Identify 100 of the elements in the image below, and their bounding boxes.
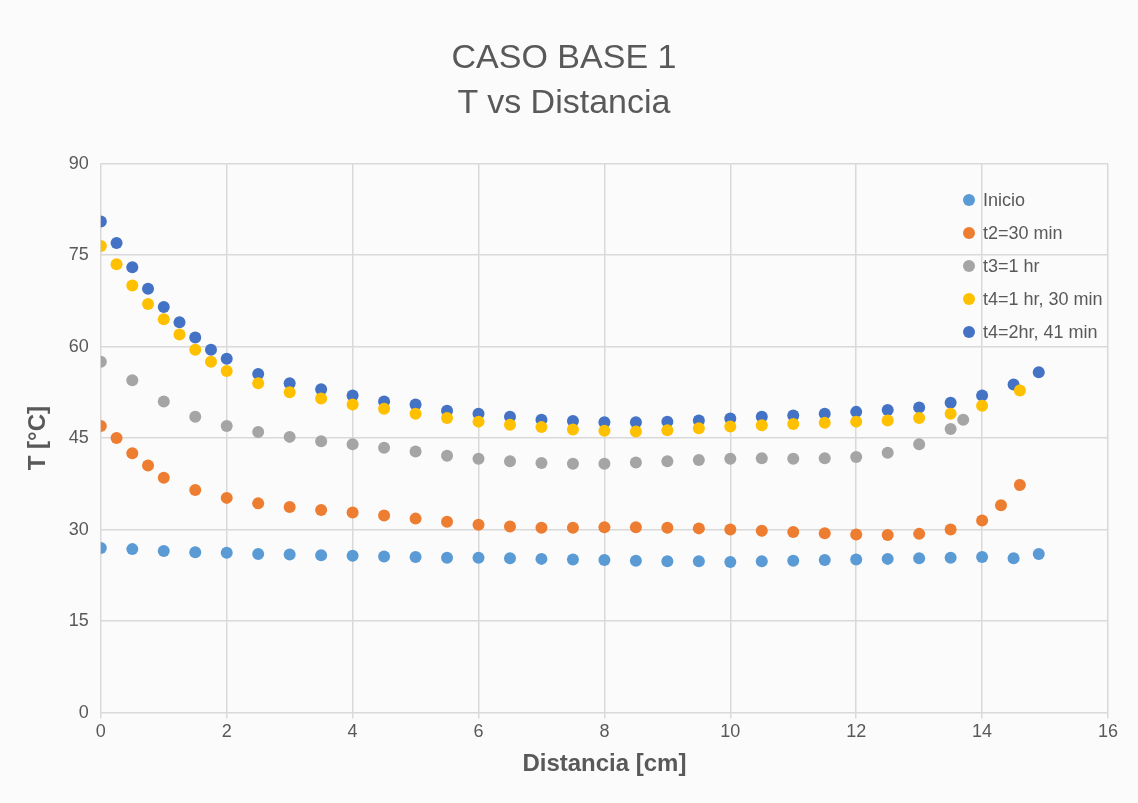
y-axis-title: T [°C]: [23, 405, 51, 471]
point: [441, 551, 454, 564]
point: [189, 331, 202, 344]
point: [692, 422, 705, 435]
point: [110, 258, 123, 271]
x-tick-label: 6: [473, 721, 484, 742]
legend-label: t4=2hr, 41 min: [983, 321, 1098, 343]
y-tick-label: 90: [68, 152, 89, 173]
point: [1007, 552, 1020, 565]
point: [252, 548, 265, 560]
point: [661, 555, 674, 568]
point: [913, 527, 926, 540]
point: [220, 352, 233, 365]
point: [346, 506, 359, 519]
point: [724, 420, 737, 433]
point: [535, 521, 548, 534]
point: [283, 430, 296, 443]
point: [598, 424, 611, 437]
x-tick-label: 10: [720, 721, 741, 742]
point: [755, 452, 768, 465]
y-tick-label: 75: [68, 244, 89, 265]
point: [378, 441, 391, 454]
point: [661, 455, 674, 468]
point: [1032, 548, 1045, 560]
point: [566, 457, 579, 470]
point: [315, 504, 328, 517]
point: [881, 552, 894, 565]
point: [661, 521, 674, 534]
point: [189, 343, 202, 356]
point: [283, 386, 296, 399]
point: [787, 452, 800, 465]
point: [957, 413, 970, 426]
point: [944, 523, 957, 536]
point: [913, 552, 926, 565]
point: [472, 415, 485, 428]
point: [142, 459, 155, 472]
point: [441, 411, 454, 424]
point: [913, 438, 926, 451]
point: [755, 524, 768, 537]
point: [629, 425, 642, 438]
point: [818, 554, 831, 567]
point: [598, 554, 611, 567]
point: [204, 355, 217, 368]
point: [944, 551, 957, 564]
x-tick-label: 16: [1097, 721, 1119, 742]
point: [157, 300, 170, 313]
point: [1013, 479, 1026, 492]
point: [818, 416, 831, 429]
point: [976, 551, 989, 564]
x-tick-label: 14: [972, 721, 993, 742]
point: [535, 457, 548, 470]
point: [881, 446, 894, 459]
point: [157, 313, 170, 326]
point: [472, 551, 485, 564]
point: [629, 456, 642, 469]
point: [818, 527, 831, 540]
point: [976, 399, 989, 412]
x-tick-label: 12: [846, 721, 867, 742]
point: [787, 418, 800, 431]
point: [409, 407, 422, 420]
point: [598, 521, 611, 534]
point: [724, 555, 737, 568]
point: [126, 374, 139, 387]
point: [881, 404, 894, 417]
point: [157, 395, 170, 408]
point: [692, 454, 705, 467]
point: [220, 419, 233, 432]
x-tick-label: 8: [599, 721, 610, 742]
point: [566, 521, 579, 534]
legend-label: t3=1 hr: [983, 255, 1040, 277]
point: [220, 365, 233, 377]
point: [692, 522, 705, 535]
point: [315, 549, 328, 562]
y-tick-label: 15: [68, 610, 89, 631]
point: [724, 452, 737, 465]
point: [472, 518, 485, 531]
point: [346, 549, 359, 562]
point: [189, 410, 202, 423]
point: [787, 554, 800, 567]
point: [110, 236, 123, 249]
point: [252, 426, 265, 438]
point: [850, 553, 863, 566]
point: [850, 528, 863, 541]
point: [157, 544, 170, 557]
point: [126, 261, 139, 274]
point: [629, 554, 642, 567]
point: [220, 546, 233, 559]
point: [252, 497, 265, 510]
point: [503, 418, 516, 431]
x-axis-title: Distancia [cm]: [522, 749, 687, 777]
point: [881, 529, 894, 542]
point: [976, 514, 989, 527]
point: [566, 553, 579, 566]
point: [661, 424, 674, 437]
point: [944, 407, 957, 420]
point: [283, 501, 296, 514]
y-tick-label: 30: [68, 518, 89, 539]
point: [755, 419, 768, 432]
chart-title: CASO BASE 1: [451, 36, 677, 75]
point: [944, 396, 957, 409]
